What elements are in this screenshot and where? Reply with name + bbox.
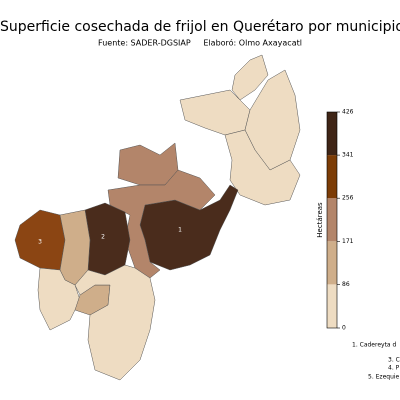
colorbar-tick-label: 171 <box>342 238 354 245</box>
municipality-label: 2 <box>101 234 105 241</box>
colorbar-tick-label: 426 <box>342 109 354 116</box>
colorbar-frame <box>326 111 338 329</box>
municipality <box>84 202 131 276</box>
municipality <box>224 129 301 206</box>
colorbar-tick-label: 0 <box>342 325 346 332</box>
colorbar-bin <box>327 112 337 156</box>
municipality <box>74 264 156 381</box>
colorbar-tick-label: 86 <box>342 281 350 288</box>
subtitle: Fuente: SADER-DGSIAP Elaboró: Olmo Axaya… <box>98 38 302 48</box>
municipality-label: 3 <box>38 239 42 246</box>
colorbar-bin <box>327 155 337 199</box>
legend-entry: 4. P <box>388 365 400 372</box>
colorbar-tick-label: 341 <box>342 152 354 159</box>
legend-entry: 3. C <box>388 357 400 364</box>
legend-entry: 1. Cadereyta d <box>352 342 397 349</box>
municipality-label: 1 <box>178 227 182 234</box>
legend-entry: 5. Ezequie <box>368 374 400 381</box>
colorbar-bin <box>327 241 337 285</box>
colorbar-label: Hectáreas <box>316 202 324 238</box>
title: Superficie cosechada de frijol en Querét… <box>0 19 400 35</box>
colorbar-tick-label: 256 <box>342 195 354 202</box>
municipality <box>231 54 269 101</box>
colorbar-bin <box>327 284 337 328</box>
municipality <box>117 142 179 186</box>
colorbar-bin <box>327 198 337 242</box>
